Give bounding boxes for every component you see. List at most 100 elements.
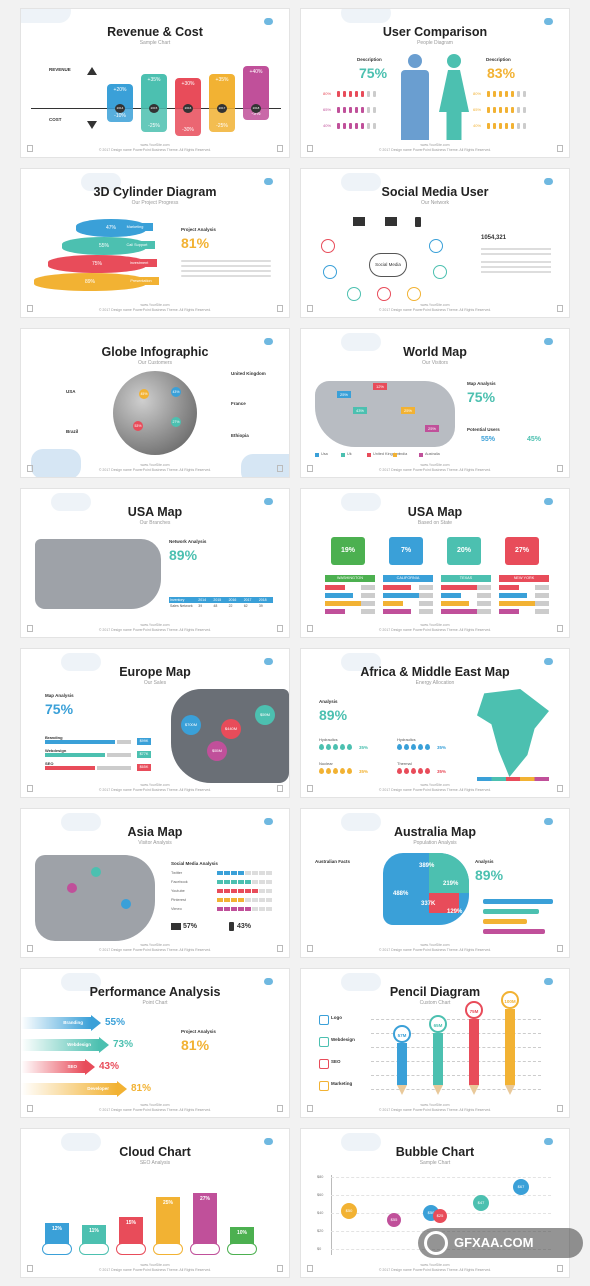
slide-globe-infographic[interactable]: Globe Infographic Our Customers USA Braz… (20, 328, 290, 478)
legend-swatch (393, 453, 397, 457)
africa-map (477, 689, 549, 777)
slide-performance-analysis[interactable]: Performance Analysis Point Chart Brandin… (20, 968, 290, 1118)
person-icon (511, 91, 514, 97)
person-icon (373, 123, 376, 129)
slide-asia-map[interactable]: Asia Map Visitor Analysis Social Media A… (20, 808, 290, 958)
bar-bottom: -10% (107, 108, 133, 122)
slide-user-comparison[interactable]: User Comparison People Diagram Descripti… (300, 8, 570, 158)
cloud-decor (31, 449, 81, 477)
twitter-icon (121, 899, 131, 909)
map-pct: 25% (401, 407, 415, 414)
social-bar-segment (245, 871, 251, 875)
slide-usa-map-states[interactable]: USA Map Based on State 19% WASHINGTON 7% CA… (300, 488, 570, 638)
slide-3d-cylinder[interactable]: 3D Cylinder Diagram Our Project Progress… (20, 168, 290, 318)
cloud-decor (341, 653, 381, 671)
slide-subtitle: SEO Analysis (139, 1160, 171, 1166)
drop-icon (347, 768, 352, 774)
map-pct: 12% (373, 383, 387, 390)
cloud-decor (341, 973, 381, 991)
big-pct: 81% (181, 235, 210, 251)
table-header-cell: 2014 (198, 598, 207, 602)
drop-icon (333, 744, 338, 750)
slide-title: Africa & Middle East Map (360, 665, 510, 679)
place-label: USA (66, 389, 76, 394)
corner-mark (27, 145, 33, 152)
social-bar-segment (252, 889, 258, 893)
corner-mark (277, 1265, 283, 1272)
footer: www.YourSite.com © 2017 Design name Power… (378, 623, 492, 632)
corner-mark (557, 305, 563, 312)
social-icon (321, 239, 335, 253)
layer-label: Investment (121, 259, 157, 267)
social-bar-segment (259, 880, 265, 884)
cloud-column: 10% (230, 1227, 254, 1247)
social-bar-segment (259, 871, 265, 875)
social-bar-segment (252, 898, 258, 902)
cloud-decor (341, 813, 381, 831)
table-header-cell: 2018 (258, 598, 267, 602)
progress-bar-rest (97, 766, 131, 770)
slide-subtitle: Custom Chart (419, 1000, 451, 1006)
social-bar-segment (266, 898, 272, 902)
table-cell: 22 (228, 604, 233, 608)
slide-pencil-diagram[interactable]: Pencil Diagram Custom Chart Logo Webdesig… (300, 968, 570, 1118)
social-bar-segment (217, 898, 223, 902)
year-dot: 2017 (217, 104, 227, 113)
slide-subtitle: Visitor Analysis (138, 840, 172, 846)
man-head-icon (408, 54, 422, 68)
item-icon (319, 1059, 329, 1069)
legend-label: Uk (347, 452, 352, 456)
footer: www.YourSite.com © 2017 Design name Power… (378, 1263, 492, 1272)
slide-australia-map[interactable]: Australia Map Population Analysis 389% 4… (300, 808, 570, 958)
laptop-icon (385, 217, 397, 226)
state-bar-rest (477, 593, 491, 598)
performance-arrow: Branding (21, 1017, 91, 1029)
analysis-label: Network Analysis (169, 539, 207, 544)
state-shape: 27% (505, 537, 539, 565)
desc-left: Description (357, 57, 382, 62)
slide-europe-map[interactable]: Europe Map Our Sales Map Analysis 75% Br… (20, 648, 290, 798)
page-badge (264, 818, 273, 825)
person-icon (337, 91, 340, 97)
pencil-body (505, 1009, 515, 1085)
map-pct: 43% (353, 407, 367, 414)
big-pct: 89% (475, 867, 504, 883)
world-map (315, 381, 455, 447)
bubble: $50 (341, 1203, 357, 1219)
bar (483, 929, 545, 934)
body-text (481, 245, 551, 276)
person-icon (487, 107, 490, 113)
person-icon (517, 107, 520, 113)
woman-body-icon (439, 70, 469, 140)
performance-pct: 55% (105, 1017, 126, 1028)
corner-mark (27, 305, 33, 312)
drop-icon (347, 744, 352, 750)
social-bar-segment (245, 907, 251, 911)
footer: www.YourSite.com © 2017 Design name Power… (98, 463, 212, 472)
slide-africa-middle-east[interactable]: Africa & Middle East Map Energy Allocati… (300, 648, 570, 798)
slide-title: Europe Map (119, 665, 191, 679)
social-bar-segment (266, 880, 272, 884)
place-label: Brazil (66, 429, 79, 434)
state-bar-rest (535, 601, 549, 606)
social-bar-segment (231, 871, 237, 875)
performance-pct: 43% (99, 1061, 120, 1072)
slide-revenue-cost[interactable]: Revenue & Cost Sample Chart REVENUE COST… (20, 8, 290, 158)
slide-usa-map-branches[interactable]: USA Map Our Branches Network Analysis 89… (20, 488, 290, 638)
row-pct: 40% (473, 123, 482, 128)
map-pct: 25% (425, 425, 439, 432)
state-bar (325, 585, 345, 590)
slide-world-map[interactable]: World Map Our Visitors 12% 25% 43% 25% 2… (300, 328, 570, 478)
pencil-tip-icon (469, 1085, 479, 1095)
region (429, 853, 469, 893)
arrow-head-icon (91, 1015, 101, 1031)
footer: www.YourSite.com © 2017 Design name Power… (378, 463, 492, 472)
social-media-cloud: Social Media (369, 253, 407, 277)
revenue-label: REVENUE (49, 67, 71, 72)
corner-mark (27, 945, 33, 952)
slide-cloud-chart[interactable]: Cloud Chart SEO Analysis 12% 11% 15% 25% 27%… (20, 1128, 290, 1278)
place-label: Ethiopia (231, 433, 249, 438)
slide-subtitle: Our Sales (143, 680, 167, 686)
slide-social-media-user[interactable]: Social Media User Our Network Social Med… (300, 168, 570, 318)
social-icon (323, 265, 337, 279)
